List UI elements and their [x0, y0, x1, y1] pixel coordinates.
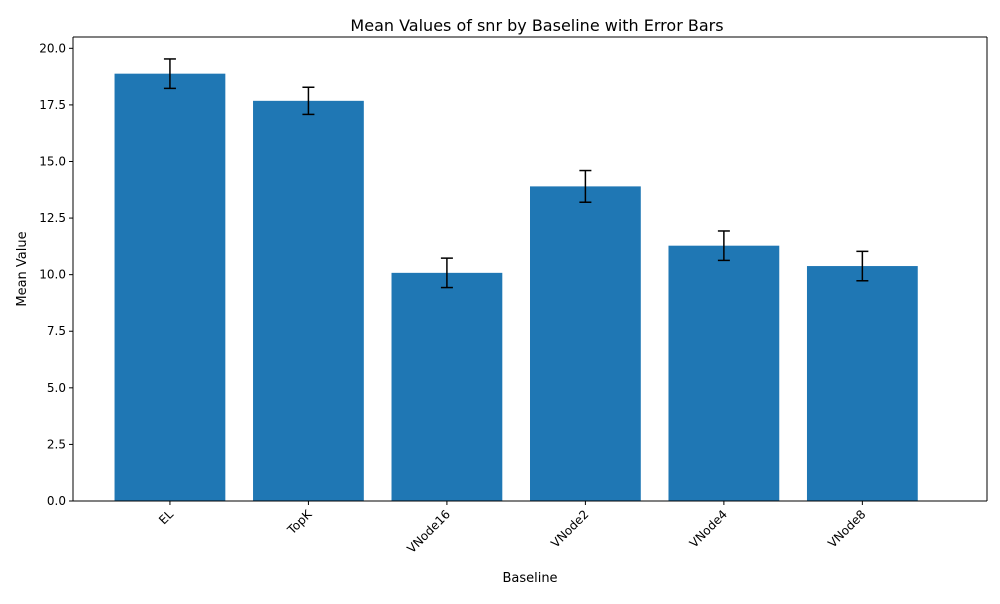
y-tick-label: 12.5: [39, 211, 66, 225]
x-tick-label-vnode16: VNode16: [404, 507, 453, 556]
x-tick-label-vnode8: VNode8: [825, 507, 868, 550]
bar-vnode8: [806, 266, 918, 501]
chart-title: Mean Values of snr by Baseline with Erro…: [350, 16, 723, 35]
y-tick-label: 2.5: [47, 437, 66, 451]
y-tick-label: 17.5: [39, 98, 66, 112]
x-tick-label-vnode2: VNode2: [548, 507, 591, 550]
bar-vnode4: [668, 245, 780, 501]
y-tick-label: 5.0: [47, 381, 66, 395]
bar-vnode2: [530, 186, 641, 501]
bar-vnode16: [391, 272, 503, 501]
bar-el: [114, 73, 226, 501]
plot-area: 0.0 2.5 5.0 7.5 10.0 12.5 15.0 17.5 20.0 EL TopK VN…: [39, 36, 988, 556]
y-axis-label: Mean Value: [15, 231, 30, 306]
y-tick-label: 10.0: [39, 268, 66, 282]
x-tick-label-el: EL: [156, 507, 176, 527]
y-tick-label: 7.5: [47, 324, 66, 338]
x-axis-label: Baseline: [502, 571, 557, 586]
x-tick-label-vnode4: VNode4: [687, 507, 730, 550]
y-tick-label: 20.0: [39, 41, 66, 55]
bar-topk: [253, 100, 364, 501]
y-tick-label: 0.0: [47, 494, 66, 508]
y-tick-label: 15.0: [39, 154, 66, 168]
x-tick-label-topk: TopK: [284, 506, 315, 537]
